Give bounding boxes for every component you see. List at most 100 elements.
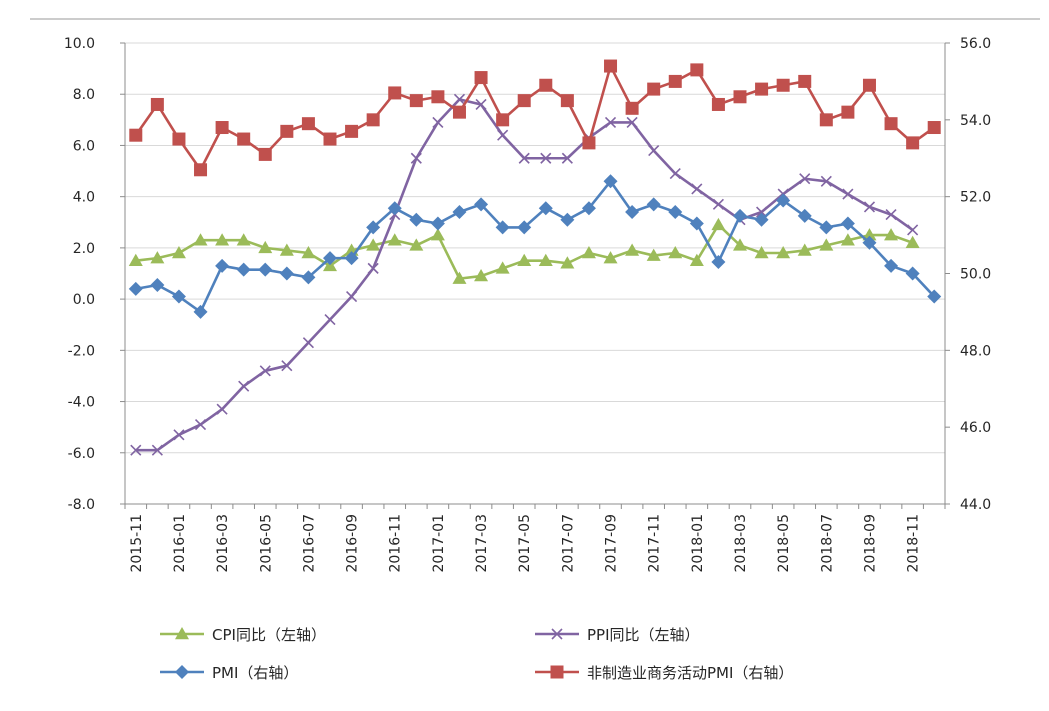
x-tick-label-11: 2017-09 xyxy=(604,514,620,573)
legend-label-0: CPI同比（左轴） xyxy=(212,626,326,644)
series-0-point-4 xyxy=(215,233,230,246)
series-2-point-35 xyxy=(884,258,899,273)
series-3-point-23 xyxy=(625,101,639,115)
series-2-point-36 xyxy=(905,266,920,281)
series-0-point-15 xyxy=(452,271,467,284)
series-3-point-10 xyxy=(345,124,359,138)
series-3-point-19 xyxy=(539,78,553,92)
series-1-point-34 xyxy=(863,201,876,213)
series-2 xyxy=(128,174,942,319)
series-3-point-28 xyxy=(733,90,747,104)
series-0-point-35 xyxy=(884,228,899,241)
series-3-point-32 xyxy=(819,113,833,127)
series-1-point-5 xyxy=(238,380,250,392)
series-2-point-24 xyxy=(646,197,661,212)
legend-label-1: PPI同比（左轴） xyxy=(587,626,700,644)
axes: -8.0 -6.0 -4.0 -2.0 0.0 2.0 4.0 6.0 8.0 10.0 44.0 4… xyxy=(64,36,991,573)
series-1-point-0 xyxy=(130,444,142,456)
legend-swatch-marker-3 xyxy=(550,665,564,679)
series-1-point-26 xyxy=(691,183,703,195)
series-1-point-15 xyxy=(453,93,466,105)
series-1-point-31 xyxy=(799,173,811,185)
series-2-point-1 xyxy=(150,278,165,293)
series-0-point-17 xyxy=(495,261,510,274)
series-2-point-10 xyxy=(344,251,359,266)
series-0-point-28 xyxy=(733,238,747,251)
series-3-point-8 xyxy=(301,117,315,131)
series-1-point-3 xyxy=(194,419,207,431)
series-0-point-33 xyxy=(840,233,855,246)
series-2-point-28 xyxy=(733,208,747,223)
series-1-point-19 xyxy=(540,152,552,164)
series-1-point-10 xyxy=(346,290,358,303)
y-right-tick-label-3: 50.0 xyxy=(960,267,991,283)
series-0-point-8 xyxy=(301,246,316,259)
series-1-point-18 xyxy=(518,152,530,164)
series-3-point-6 xyxy=(258,147,272,161)
x-tick-label-4: 2016-07 xyxy=(301,514,317,573)
series-1-point-33 xyxy=(842,188,854,200)
x-tick-label-0: 2015-11 xyxy=(129,514,145,573)
x-tick-label-15: 2018-05 xyxy=(776,514,792,573)
x-tick-label-12: 2017-11 xyxy=(647,514,663,573)
series-2-point-25 xyxy=(668,205,683,220)
series-3-point-22 xyxy=(604,59,618,73)
series-2-line xyxy=(135,180,936,314)
series-0-point-1 xyxy=(150,251,165,264)
series-1-point-35 xyxy=(885,209,897,221)
series-3-point-2 xyxy=(172,132,186,146)
series-2-point-37 xyxy=(927,289,942,304)
series-2-point-34 xyxy=(862,235,877,250)
x-tick-label-6: 2016-11 xyxy=(388,514,404,573)
series-1-point-2 xyxy=(173,429,185,441)
x-tick-label-7: 2017-01 xyxy=(431,514,447,573)
y-right-tick-label-5: 54.0 xyxy=(960,113,991,129)
series-2-point-14 xyxy=(430,216,445,231)
series-2-point-9 xyxy=(323,251,337,266)
x-tick-label-10: 2017-07 xyxy=(560,514,576,573)
series-1-point-20 xyxy=(561,152,573,164)
series-3-point-21 xyxy=(582,136,596,150)
series-3-point-16 xyxy=(474,71,488,85)
series-2-point-19 xyxy=(538,201,553,216)
series-3-point-3 xyxy=(194,163,208,177)
series-0-point-14 xyxy=(430,228,445,241)
series-2-point-7 xyxy=(279,266,294,281)
series-0-point-19 xyxy=(538,253,553,266)
series-0-point-26 xyxy=(689,253,704,266)
series-0-point-7 xyxy=(279,243,294,256)
x-tick-label-2: 2016-03 xyxy=(215,514,231,573)
legend-item-3: 非制造业商务活动PMI（右轴） xyxy=(535,664,793,682)
series-3-point-0 xyxy=(129,128,143,142)
series-0-point-18 xyxy=(517,253,532,266)
series-3-point-33 xyxy=(841,105,855,119)
legend-label-3: 非制造业商务活动PMI（右轴） xyxy=(587,664,793,682)
series-3-point-17 xyxy=(496,113,510,127)
series-2-point-22 xyxy=(603,174,618,189)
series-3-point-27 xyxy=(711,97,725,111)
series-2-point-26 xyxy=(689,216,704,231)
series-0-point-30 xyxy=(776,246,791,259)
series-2-point-29 xyxy=(754,212,769,227)
series-1-point-6 xyxy=(259,365,271,377)
y-left-tick-label-7: 6.0 xyxy=(73,138,95,154)
legend: CPI同比（左轴） PPI同比（左轴） PMI（右轴） 非制造业商务活动PMI（右轴） xyxy=(160,626,793,682)
series-0-point-22 xyxy=(603,251,618,264)
series-1-point-22 xyxy=(604,116,617,128)
series-1-point-32 xyxy=(820,175,832,187)
series-1-point-25 xyxy=(669,168,681,180)
series-3-point-7 xyxy=(280,124,294,138)
legend-item-2: PMI（右轴） xyxy=(160,664,298,682)
x-tick-label-16: 2018-07 xyxy=(819,514,835,573)
series-2-point-8 xyxy=(301,270,316,285)
series-1-point-23 xyxy=(626,116,638,128)
series-2-point-6 xyxy=(258,262,273,277)
series-0-point-34 xyxy=(862,228,877,241)
series-2-point-20 xyxy=(560,212,575,227)
series-0-point-20 xyxy=(560,256,575,269)
series-2-point-11 xyxy=(366,220,381,235)
series-2-point-21 xyxy=(581,201,596,216)
series-2-point-3 xyxy=(193,304,208,319)
y-right-tick-label-4: 52.0 xyxy=(960,190,991,206)
series-3-point-29 xyxy=(755,82,769,96)
